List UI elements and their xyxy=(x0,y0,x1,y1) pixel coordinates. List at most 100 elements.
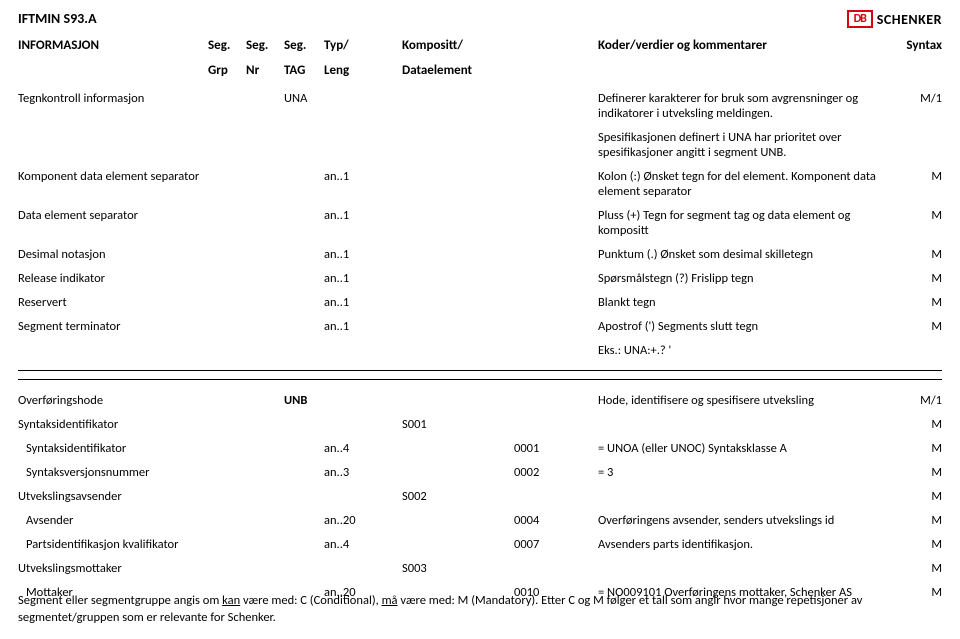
cell-c11: M xyxy=(896,441,942,456)
cell-c11: M xyxy=(896,208,942,223)
cell-c5: an..1 xyxy=(324,319,362,334)
table-row: SyntaksidentifikatorS001M xyxy=(18,412,942,436)
cell-c5: an..3 xyxy=(324,465,362,480)
cell-c9: 0004 xyxy=(514,513,598,528)
cell-c11: M xyxy=(896,169,942,184)
cell-c4: UNA xyxy=(284,91,324,106)
cell-c1: Avsender xyxy=(18,513,208,528)
table-row: Tegnkontroll informasjonUNADefinerer kar… xyxy=(18,86,942,125)
hdr-spacer2 xyxy=(476,38,514,53)
hdr-seg1: Seg. xyxy=(208,38,246,53)
cell-c5: an..1 xyxy=(324,169,362,184)
hdr-spacer1 xyxy=(362,38,402,53)
table-row: Reservertan..1Blankt tegnM xyxy=(18,290,942,314)
cell-c10: = UNOA (eller UNOC) Syntaksklasse A xyxy=(598,441,896,456)
table-row: UtvekslingsmottakerS003M xyxy=(18,556,942,580)
cell-c1: Utvekslingsmottaker xyxy=(18,561,208,576)
hdr-seg3: Seg. xyxy=(284,38,324,53)
footer-underline-2: må xyxy=(382,593,398,608)
cell-c5: an..1 xyxy=(324,208,362,223)
sub-dataelement: Dataelement xyxy=(402,63,476,78)
cell-c1: Syntaksidentifikator xyxy=(18,441,208,456)
cell-c11: M xyxy=(896,271,942,286)
cell-c1: Data element separator xyxy=(18,208,208,223)
hdr-typ: Typ/ xyxy=(324,38,362,53)
cell-c10: Spørsmålstegn (?) Frislipp tegn xyxy=(598,271,896,286)
logo-brand-text: SCHENKER xyxy=(877,11,942,28)
cell-c10: Avsenders parts identifikasjon. xyxy=(598,537,896,552)
logo-db-icon: DB xyxy=(847,10,873,28)
sub-tag: TAG xyxy=(284,63,324,78)
cell-c11: M xyxy=(896,417,942,432)
cell-c7: S001 xyxy=(402,417,476,432)
table-row: UtvekslingsavsenderS002M xyxy=(18,484,942,508)
sub-spacer2 xyxy=(476,63,514,78)
cell-c10: Punktum (.) Ønsket som desimal skilleteg… xyxy=(598,247,896,262)
sub-leng: Leng xyxy=(324,63,362,78)
cell-c10: Hode, identifisere og spesifisere utveks… xyxy=(598,393,896,408)
sub-spacer4 xyxy=(598,63,896,78)
document-title: IFTMIN S93.A xyxy=(18,10,97,27)
cell-c11: M/1 xyxy=(896,393,942,408)
cell-c9: 0001 xyxy=(514,441,598,456)
section-divider-1 xyxy=(18,370,942,371)
column-headers: INFORMASJON Seg. Seg. Seg. Typ/ Komposit… xyxy=(18,34,942,63)
table-section-a: Tegnkontroll informasjonUNADefinerer kar… xyxy=(18,86,942,362)
cell-c5: an..4 xyxy=(324,441,362,456)
footer-text-2: være med: C (Conditional), xyxy=(240,593,381,608)
cell-c1: Overføringshode xyxy=(18,393,208,408)
table-row: Eks.: UNA:+.? ' xyxy=(18,338,942,362)
table-row: Komponent data element separatoran..1Kol… xyxy=(18,164,942,203)
hdr-seg2: Seg. xyxy=(246,38,284,53)
cell-c5: an..1 xyxy=(324,271,362,286)
hdr-syntax: Syntax xyxy=(896,38,942,53)
table-row: Avsender an..20 0004Overføringens avsender… xyxy=(18,508,942,532)
hdr-spacer3 xyxy=(514,38,598,53)
cell-c10: Overføringens avsender, senders utveksli… xyxy=(598,513,896,528)
table-row: Partsidentifikasjon kvalifikator an..4 000… xyxy=(18,532,942,556)
cell-c1: Partsidentifikasjon kvalifikator xyxy=(18,537,208,552)
cell-c11: M/1 xyxy=(896,91,942,106)
cell-c1: Utvekslingsavsender xyxy=(18,489,208,504)
section-divider-2 xyxy=(18,379,942,380)
table-row: Segment terminatoran..1Apostrof (') Segm… xyxy=(18,314,942,338)
table-row: Data element separator an..1 Pluss (+) Teg… xyxy=(18,203,942,242)
footer-text-1: Segment eller segmentgruppe angis om xyxy=(18,593,222,608)
hdr-kompositt: Kompositt/ xyxy=(402,38,476,53)
cell-c11: M xyxy=(896,319,942,334)
cell-c10: = 3 xyxy=(598,465,896,480)
table-row: Syntaksidentifikator an..4 0001= UNOA (ell… xyxy=(18,436,942,460)
cell-c1: Tegnkontroll informasjon xyxy=(18,91,208,106)
cell-c10: Blankt tegn xyxy=(598,295,896,310)
sub-c1 xyxy=(18,63,208,78)
page-header: IFTMIN S93.A DB SCHENKER xyxy=(18,10,942,28)
hdr-koder: Koder/verdier og kommentarer xyxy=(598,38,896,53)
footer-note: Segment eller segmentgruppe angis om kan… xyxy=(18,593,942,627)
cell-c11: M xyxy=(896,537,942,552)
cell-c10: Spesifikasjonen definert i UNA har prior… xyxy=(598,130,896,160)
sub-spacer5 xyxy=(896,63,942,78)
table-row: OverføringshodeUNBHode, identifisere og … xyxy=(18,388,942,412)
sub-spacer1 xyxy=(362,63,402,78)
cell-c1: Release indikator xyxy=(18,271,208,286)
cell-c5: an..20 xyxy=(324,513,362,528)
table-section-b: OverføringshodeUNBHode, identifisere og … xyxy=(18,388,942,604)
cell-c9: 0007 xyxy=(514,537,598,552)
hdr-informasjon: INFORMASJON xyxy=(18,38,208,53)
cell-c10: Apostrof (') Segments slutt tegn xyxy=(598,319,896,334)
cell-c5: an..1 xyxy=(324,295,362,310)
cell-c5: an..1 xyxy=(324,247,362,262)
table-row: Syntaksversjonsnummeran..30002= 3M xyxy=(18,460,942,484)
cell-c1: Desimal notasjon xyxy=(18,247,208,262)
sub-spacer3 xyxy=(514,63,598,78)
sub-grp: Grp xyxy=(208,63,246,78)
cell-c10: Pluss (+) Tegn for segment tag og data e… xyxy=(598,208,896,238)
cell-c11: M xyxy=(896,465,942,480)
sub-column-headers: Grp Nr TAG Leng Dataelement xyxy=(18,63,942,86)
cell-c5: an..4 xyxy=(324,537,362,552)
table-row: Release indikator an..1 Spørsmålstegn (?) … xyxy=(18,266,942,290)
cell-c11: M xyxy=(896,489,942,504)
cell-c10: Eks.: UNA:+.? ' xyxy=(598,343,896,358)
cell-c11: M xyxy=(896,247,942,262)
cell-c1: Syntaksversjonsnummer xyxy=(18,465,208,480)
